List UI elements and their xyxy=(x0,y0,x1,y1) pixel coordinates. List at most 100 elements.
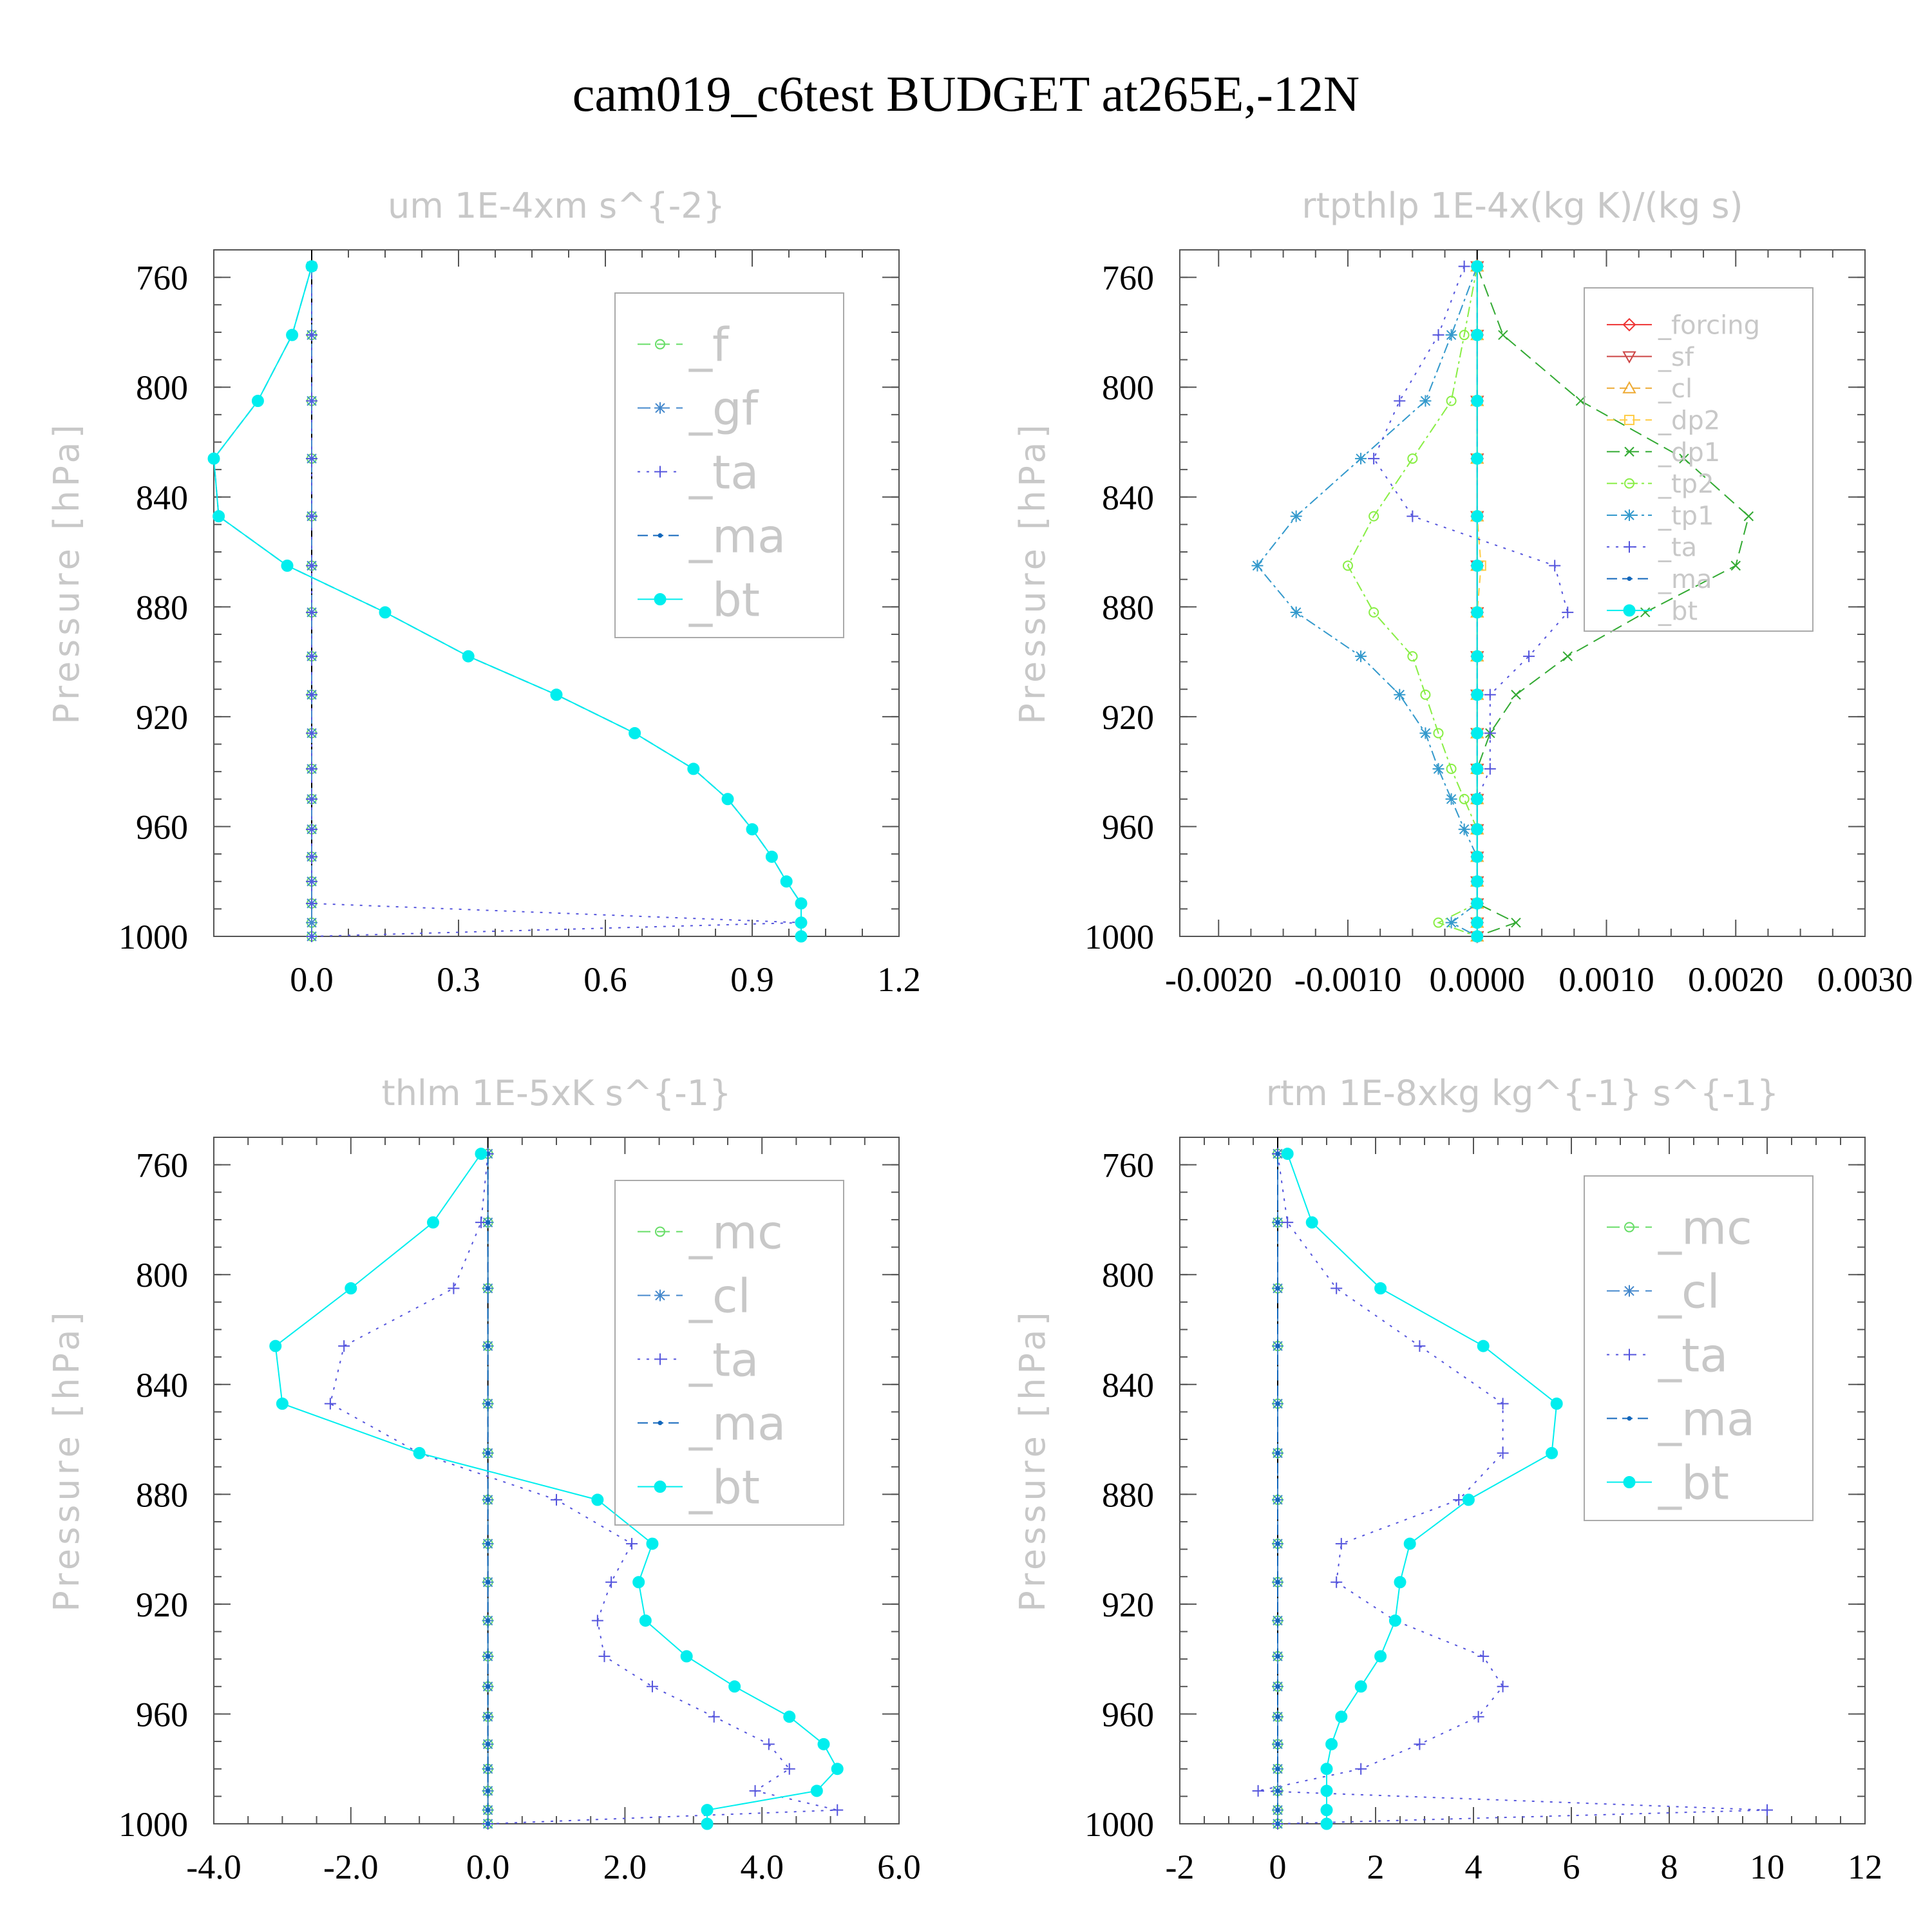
data-point xyxy=(1549,560,1561,572)
legend: _forcing_sf_cl_dp2 _dp1_tp2_tp1_ta_ma_bt xyxy=(1584,287,1814,632)
data-point xyxy=(1523,650,1535,663)
legend-marker xyxy=(654,402,666,414)
data-point xyxy=(629,726,641,739)
data-point xyxy=(306,931,317,942)
data-point xyxy=(1497,1397,1509,1410)
data-point xyxy=(1550,1397,1563,1410)
legend-label: _ta xyxy=(1658,1328,1728,1382)
series-line xyxy=(1287,1153,1558,1824)
data-point xyxy=(1407,453,1418,464)
y-axis-label: Pressure [hPa] xyxy=(1012,1308,1053,1611)
data-point xyxy=(831,1763,844,1776)
data-point xyxy=(1374,1282,1387,1295)
legend-marker xyxy=(1624,541,1635,553)
data-point xyxy=(831,1804,844,1816)
data-point xyxy=(1320,1763,1333,1776)
data-point xyxy=(646,1680,658,1692)
legend-box xyxy=(614,1180,844,1526)
y-tick-label: 880 xyxy=(1102,588,1154,627)
x-tick-label: -4.0 xyxy=(186,1848,241,1886)
data-point xyxy=(1433,917,1444,928)
data-point xyxy=(1471,916,1484,929)
panel-title: rtpthlp 1E-4x(kg K)/(kg s) xyxy=(1302,185,1743,226)
x-tick-label: -0.0010 xyxy=(1294,960,1401,999)
data-point xyxy=(1640,607,1651,618)
data-point xyxy=(551,1493,562,1506)
y-axis-label: Pressure [hPa] xyxy=(46,421,87,724)
data-point xyxy=(1743,511,1754,522)
data-point xyxy=(486,1541,491,1546)
x-tick-label: 0.9 xyxy=(730,960,774,999)
legend-marker xyxy=(1624,1285,1635,1297)
data-point xyxy=(486,1286,491,1291)
plot-frame xyxy=(213,249,900,937)
y-tick-label: 920 xyxy=(1102,698,1154,737)
data-point xyxy=(486,1788,491,1794)
y-axis-label: Pressure [hPa] xyxy=(1012,421,1053,724)
y-tick-label: 800 xyxy=(1102,1256,1154,1294)
data-point xyxy=(1458,260,1470,272)
data-point xyxy=(1730,560,1741,571)
data-point xyxy=(591,1493,604,1506)
legend-label: _cl xyxy=(688,1269,751,1323)
data-point xyxy=(1471,762,1484,775)
x-tick-label: -0.0020 xyxy=(1165,960,1272,999)
data-point xyxy=(324,1397,336,1410)
data-point xyxy=(1445,916,1457,929)
data-point xyxy=(762,1738,775,1750)
series-line xyxy=(311,266,802,937)
data-point xyxy=(1368,607,1379,618)
data-point xyxy=(486,1808,491,1813)
data-point xyxy=(1471,328,1484,341)
data-point xyxy=(1342,560,1353,571)
data-point xyxy=(306,329,317,341)
data-point xyxy=(1331,1282,1343,1294)
legend-label: _ta xyxy=(688,445,759,499)
legend-marker xyxy=(1624,446,1634,457)
data-point xyxy=(1275,1821,1280,1826)
data-point xyxy=(1282,1217,1294,1229)
data-point xyxy=(728,1680,741,1693)
data-point xyxy=(1335,1710,1348,1723)
data-point xyxy=(1394,1576,1406,1589)
x-tick-label: -2.0 xyxy=(323,1848,378,1886)
x-tick-label: 0.0 xyxy=(290,960,334,999)
legend-marker xyxy=(658,533,663,538)
data-point xyxy=(605,1576,618,1588)
series-ta xyxy=(306,260,807,942)
series-line xyxy=(329,1153,838,1824)
y-tick-label: 800 xyxy=(136,368,188,407)
x-tick-label: 0.3 xyxy=(437,960,480,999)
panel-4: rtm 1E-8xkg kg^{-1} s^{-1}76080084088092… xyxy=(1012,1073,1882,1886)
data-point xyxy=(1320,1804,1333,1817)
data-point xyxy=(1275,1401,1280,1406)
y-tick-label: 840 xyxy=(1102,1366,1154,1405)
y-tick-label: 880 xyxy=(136,1475,188,1514)
data-point xyxy=(276,1397,289,1410)
data-point xyxy=(306,823,317,835)
x-tick-label: 0.0000 xyxy=(1429,960,1525,999)
data-point xyxy=(1275,1343,1280,1349)
legend-marker xyxy=(1623,1476,1636,1489)
legend-label: _mc xyxy=(688,1205,783,1259)
legend-label: _cl xyxy=(1658,374,1692,404)
data-point xyxy=(1471,606,1484,619)
y-tick-label: 880 xyxy=(1102,1475,1154,1514)
data-point xyxy=(1325,1738,1338,1750)
x-tick-label: 0.0 xyxy=(466,1848,510,1886)
data-point xyxy=(486,1618,491,1623)
x-tick-label: -2 xyxy=(1166,1848,1195,1886)
data-point xyxy=(1471,260,1484,273)
x-tick-label: 0.6 xyxy=(583,960,627,999)
legend-marker xyxy=(1622,381,1636,393)
legend-marker xyxy=(655,339,665,350)
panels-group: um 1E-4xm s^{-2}76080084088092096010000.… xyxy=(46,185,1913,1886)
data-point xyxy=(1419,395,1432,407)
legend-label: _bt xyxy=(688,573,760,627)
data-point xyxy=(1414,1738,1426,1750)
legend-label: _dp2 xyxy=(1658,406,1720,435)
data-point xyxy=(251,395,264,408)
data-point xyxy=(486,1220,491,1225)
data-point xyxy=(448,1282,460,1294)
legend-marker xyxy=(1623,604,1636,617)
